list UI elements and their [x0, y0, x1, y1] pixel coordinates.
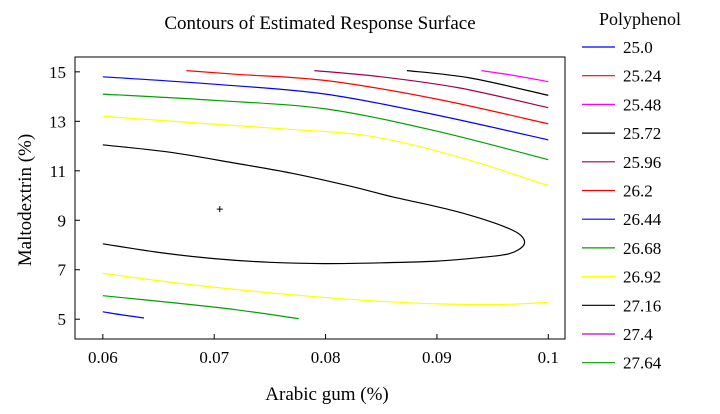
y-tick-label: 5	[58, 310, 67, 329]
legend-label: 25.24	[623, 67, 662, 86]
plot-area	[74, 56, 566, 340]
legend-label: 25.72	[623, 124, 661, 143]
legend-label: 25.96	[623, 153, 661, 172]
legend-label: 27.64	[623, 354, 662, 373]
x-axis: 0.06 0.07 0.08 0.09 0.1	[88, 334, 559, 367]
x-tick-label: 0.09	[422, 348, 452, 367]
contour-line-25-96-8	[314, 70, 549, 109]
x-tick-label: 0.07	[199, 348, 229, 367]
chart-title: Contours of Estimated Response Surface	[164, 13, 475, 34]
contour-lines	[102, 70, 549, 320]
contour-line-26-2-7	[186, 70, 549, 125]
contour-line-26-44-6	[102, 76, 549, 141]
legend-label: 26.92	[623, 268, 661, 287]
contour-line-26-68-1	[102, 295, 299, 320]
legend-label: 26.2	[623, 182, 653, 201]
contour-line-26-92-4	[102, 115, 549, 187]
optimum-marker	[216, 206, 223, 213]
x-axis-label: Arabic gum (%)	[265, 384, 388, 405]
y-tick-label: 7	[58, 261, 67, 280]
legend-label: 26.44	[623, 210, 662, 229]
optimum-cross	[216, 206, 223, 213]
contour-line-26-92-2	[102, 272, 549, 306]
contour-line-27-16-3	[102, 144, 526, 265]
contour-line-26-68-5	[102, 93, 549, 161]
y-tick-label: 15	[49, 63, 66, 82]
legend-title: Polyphenol	[599, 9, 681, 29]
x-tick-label: 0.06	[88, 348, 118, 367]
legend-label: 27.16	[623, 296, 661, 315]
y-tick-label: 9	[58, 211, 67, 230]
legend: Polyphenol 25.0 25.24 25.48 25.72 25.96 26.2 2…	[582, 9, 681, 373]
contour-line-25-48-10	[481, 70, 549, 83]
y-tick-label: 13	[49, 112, 66, 131]
legend-label: 26.68	[623, 239, 661, 258]
contour-line-25-0	[102, 311, 145, 319]
legend-label: 25.0	[623, 38, 653, 57]
legend-label: 25.48	[623, 95, 661, 114]
y-axis-label: Maltodextrin (%)	[15, 134, 36, 266]
y-axis: 5 7 9 11 13 15	[49, 63, 80, 329]
contour-line-25-72-9	[406, 70, 549, 96]
x-tick-label: 0.1	[538, 348, 559, 367]
legend-label: 27.4	[623, 325, 653, 344]
x-tick-label: 0.08	[311, 348, 341, 367]
y-tick-label: 11	[50, 162, 66, 181]
